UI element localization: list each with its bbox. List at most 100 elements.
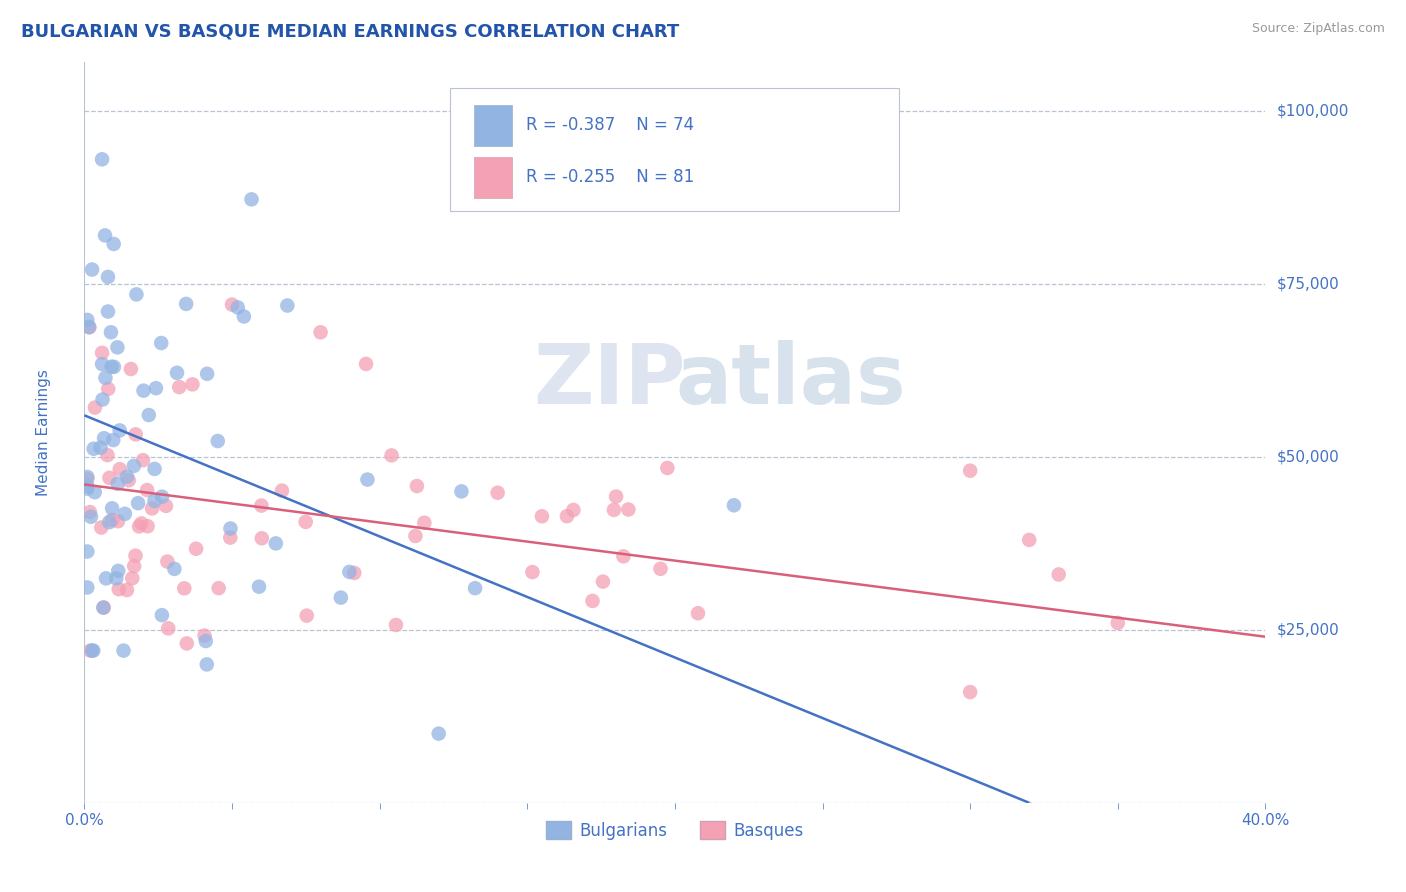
Point (163, 562, 186, 576)
Point (108, 462, 131, 476)
FancyBboxPatch shape (450, 88, 900, 211)
Point (184, 541, 207, 556)
Point (80, 509, 103, 524)
Point (107, 582, 129, 597)
Point (97, 304, 120, 318)
Point (100, 359, 122, 374)
Point (138, 408, 160, 422)
Point (124, 549, 146, 563)
Point (90, 520, 112, 534)
Point (617, 502, 640, 516)
FancyBboxPatch shape (474, 105, 512, 145)
Point (271, 483, 294, 498)
Point (181, 377, 204, 392)
Point (115, 582, 138, 597)
Point (125, 287, 148, 301)
Point (450, 484, 472, 499)
Point (76, 313, 98, 327)
Point (309, 326, 332, 340)
Point (131, 516, 153, 531)
Point (91, 153, 114, 167)
Point (250, 499, 273, 513)
Point (121, 571, 143, 585)
Point (174, 297, 197, 311)
Point (76, 472, 98, 486)
Point (90, 441, 112, 455)
Text: Median Earnings: Median Earnings (35, 369, 51, 496)
Point (219, 531, 242, 545)
Point (94, 571, 117, 585)
Point (562, 503, 585, 517)
Point (145, 381, 167, 395)
Point (605, 490, 627, 504)
Point (82, 643, 104, 657)
Point (339, 565, 361, 579)
Point (1018, 533, 1040, 547)
Legend: Bulgarians, Basques: Bulgarians, Basques (538, 814, 811, 847)
Point (150, 490, 173, 504)
Point (97, 382, 120, 396)
Point (356, 473, 378, 487)
Point (79, 643, 101, 657)
Point (592, 574, 614, 589)
Point (385, 618, 408, 632)
Text: R = -0.387    N = 74: R = -0.387 N = 74 (526, 116, 695, 135)
Point (650, 562, 672, 576)
Text: ZIP: ZIP (533, 340, 686, 421)
Point (141, 501, 163, 516)
Point (100, 326, 122, 340)
Point (108, 424, 131, 438)
Point (76, 581, 98, 595)
Point (406, 479, 429, 493)
Point (657, 461, 679, 475)
Point (83, 442, 105, 456)
Point (93, 600, 115, 615)
Point (93, 431, 115, 445)
Text: $75,000: $75,000 (1277, 277, 1340, 292)
Point (959, 464, 981, 478)
Point (91, 392, 114, 407)
Point (77, 320, 100, 334)
Point (101, 501, 124, 516)
Point (221, 297, 243, 311)
Point (167, 380, 190, 394)
Point (91, 346, 114, 360)
Point (208, 581, 231, 595)
Text: R = -0.255    N = 81: R = -0.255 N = 81 (526, 169, 695, 186)
Point (264, 536, 287, 550)
Point (195, 657, 218, 672)
Point (84, 401, 107, 415)
Point (486, 485, 509, 500)
Point (176, 636, 198, 650)
Point (105, 571, 128, 585)
Point (94, 371, 117, 385)
Point (103, 237, 125, 252)
Point (157, 621, 180, 635)
Point (193, 629, 215, 643)
Point (97, 269, 120, 284)
Text: atlas: atlas (675, 340, 905, 421)
Point (79, 320, 101, 334)
Point (240, 192, 263, 206)
Point (118, 473, 141, 487)
Point (79, 505, 101, 519)
Point (114, 507, 136, 521)
Point (686, 607, 709, 621)
Point (143, 462, 166, 476)
Point (122, 458, 145, 473)
Point (83, 485, 105, 500)
Point (112, 643, 135, 657)
Text: $100,000: $100,000 (1277, 103, 1348, 119)
Point (381, 449, 404, 463)
Point (232, 310, 254, 324)
Text: $25,000: $25,000 (1277, 623, 1340, 637)
Point (132, 453, 155, 467)
Point (173, 582, 195, 596)
Point (166, 366, 188, 380)
Point (96, 448, 118, 462)
Point (522, 565, 544, 579)
Point (603, 503, 626, 517)
Point (195, 367, 218, 381)
Point (125, 427, 148, 442)
Point (107, 476, 129, 491)
